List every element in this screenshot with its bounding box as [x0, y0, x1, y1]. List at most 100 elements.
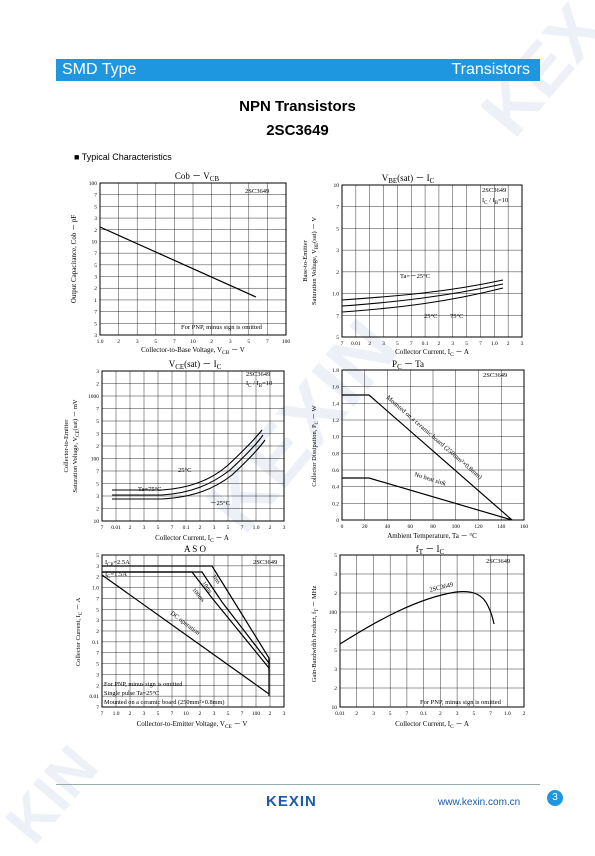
- x-tick-label: 10: [183, 711, 189, 717]
- note: For PNP, minus sign is omitted: [104, 681, 183, 688]
- y-tick-label: 0.2: [332, 501, 339, 507]
- y-tick-label: 7: [94, 193, 97, 199]
- y-tick-label: 7: [336, 205, 339, 211]
- ic-label: IC=1.5A: [105, 571, 127, 580]
- x-tick-label: 3: [143, 711, 146, 717]
- chart-title: Cob － VCB: [175, 171, 220, 183]
- x-tick-label: 7: [341, 341, 344, 347]
- x-tick-label: 0: [341, 524, 344, 530]
- grid: [99, 182, 287, 336]
- note: For PNP, minus sign is omitted: [181, 324, 263, 331]
- x-tick-label: 5: [396, 341, 399, 347]
- y-tick-label: 3: [96, 369, 99, 375]
- x-tick-label: 2: [368, 341, 371, 347]
- chart-vce: VCE(sat) － IC 3 2 1000 7 5 3 2 100 7 5 3 2 10 7 0.01 2…: [63, 359, 286, 544]
- footer-divider: [56, 784, 540, 785]
- y-tick-label: 7: [96, 469, 99, 475]
- y-tick-label: 2: [96, 507, 99, 513]
- x-tick-label: 2: [523, 711, 526, 717]
- y-tick-label: 5: [96, 607, 99, 613]
- x-tick-label: 3: [229, 339, 232, 345]
- series-line-75: [341, 287, 504, 313]
- y-tick-label: 2: [334, 591, 337, 597]
- y-tick-label: 5: [94, 321, 97, 327]
- y-tick-label: 5: [336, 335, 339, 341]
- chart-title: PC － Ta: [392, 359, 424, 371]
- y-tick-label: 0.8: [332, 451, 339, 457]
- y-tick-label: 7: [96, 651, 99, 657]
- x-tick-labels: 0 20 40 60 80 100 120 140 160: [341, 524, 529, 530]
- x-tick-label: 5: [227, 525, 230, 531]
- y-tick-label: 5: [96, 553, 99, 559]
- y-tick-label: 2: [96, 629, 99, 635]
- y-tick-label: 0.4: [332, 485, 339, 491]
- x-tick-label: 2: [439, 711, 442, 717]
- header-left: SMD Type: [62, 61, 137, 78]
- y-tick-label: 3: [96, 432, 99, 438]
- x-tick-label: 5: [472, 711, 475, 717]
- y-tick-label: 3: [94, 333, 97, 339]
- y-tick-label: 3: [96, 672, 99, 678]
- x-tick-label: 7: [241, 711, 244, 717]
- x-tick-label: 10: [190, 339, 196, 345]
- note: Single pulse Ta=25°C: [104, 690, 159, 697]
- y-tick-label: 3: [336, 248, 339, 254]
- y-tick-label: 5: [96, 419, 99, 425]
- y-tick-label: 0.1: [92, 640, 99, 646]
- condition: IC / IB=10: [482, 197, 508, 206]
- y-tick-label: 7: [96, 705, 99, 711]
- x-axis-label: Collector Current, IC － A: [395, 720, 469, 730]
- y-tick-label: 5: [336, 226, 339, 232]
- y-tick-label: 0: [336, 518, 339, 524]
- x-tick-label: 3: [213, 525, 216, 531]
- x-tick-label: 20: [362, 524, 368, 530]
- kexin-logo: KEXIN: [266, 793, 317, 810]
- x-tick-label: 0.1: [422, 341, 429, 347]
- y-tick-label: 7: [334, 629, 337, 635]
- y-tick-label: 1: [94, 298, 97, 304]
- y-tick-label: 1.8: [332, 368, 339, 374]
- page-number: 3: [547, 790, 563, 806]
- series-line: [99, 226, 257, 298]
- x-tick-label: 1.0: [113, 711, 120, 717]
- x-tick-label: 160: [520, 524, 529, 530]
- x-tick-labels: 7 1.0 2 3 5 7 10 2 3 5 7 100 2 3: [101, 711, 286, 717]
- chart-title: VBE(sat) － IC: [382, 173, 435, 185]
- y-tick-label: 1.4: [332, 401, 339, 407]
- x-tick-label: 2: [129, 525, 132, 531]
- annotation: 75°C: [450, 313, 463, 320]
- part-number: 2SC3649: [266, 122, 329, 139]
- x-tick-label: 120: [474, 524, 483, 530]
- y-tick-label: 10: [334, 183, 340, 189]
- soa-100ms: [102, 571, 270, 669]
- watermark: KIN: [0, 733, 111, 856]
- y-tick-label: 1.0: [332, 292, 339, 298]
- x-tick-label: 7: [489, 711, 492, 717]
- annotation: No heat sink: [413, 471, 447, 488]
- x-tick-label: 2: [199, 711, 202, 717]
- x-tick-labels: 0.01 2 3 5 7 0.1 2 3 5 7 1.0 2: [335, 711, 525, 717]
- y-tick-label: 2: [336, 270, 339, 276]
- series-line-25: [341, 283, 504, 307]
- x-tick-label: 40: [385, 524, 391, 530]
- y-axis-label-2: Saturation Voltage, VCE(sat) － mV: [72, 399, 81, 493]
- y-axis-label: Collector Current, IC － A: [75, 597, 84, 666]
- part-tag: 2SC3649: [482, 187, 506, 194]
- part-tag: 2SC3649: [245, 188, 269, 195]
- footer-url[interactable]: www.kexin.com.cn: [438, 797, 521, 808]
- y-axis-label-1: Collector-to-Emitter: [63, 419, 70, 473]
- y-tick-label: 10: [94, 519, 100, 525]
- x-tick-label: 3: [283, 711, 286, 717]
- y-tick-label: 7: [94, 251, 97, 257]
- section-title: ■ Typical Characteristics: [74, 152, 172, 162]
- x-axis-label: Ambient Temperature, Ta － °C: [387, 532, 477, 540]
- y-axis-label: Collector Dissipation, PC － W: [311, 404, 320, 486]
- x-tick-label: 3: [456, 711, 459, 717]
- y-tick-label: 10: [92, 239, 98, 245]
- series-line-m25: [112, 439, 266, 500]
- chart-title: fT － IC: [416, 544, 445, 556]
- x-tick-label: 140: [497, 524, 506, 530]
- x-tick-label: 7: [406, 711, 409, 717]
- grid: [341, 369, 525, 521]
- annotation: 25°C: [424, 313, 437, 320]
